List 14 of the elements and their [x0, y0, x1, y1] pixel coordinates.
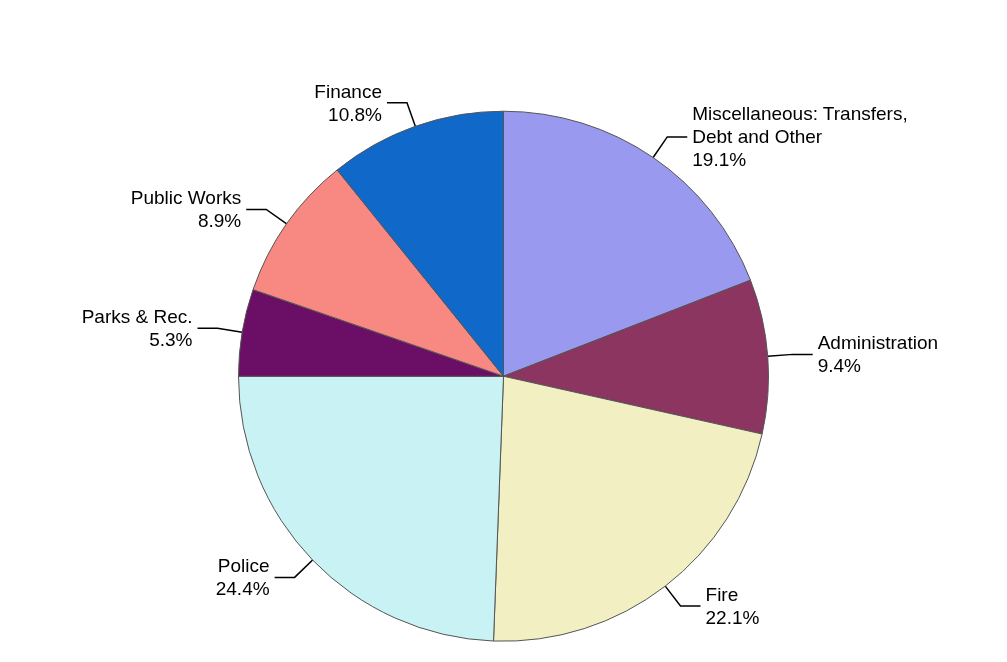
slice-label: Miscellaneous: Transfers, Debt and Other — [692, 103, 913, 148]
slice-label: Parks & Rec. — [81, 306, 193, 328]
data-label: 22.1% — [705, 606, 760, 628]
slice-label: Fire — [705, 583, 739, 605]
data-label: 9.4% — [817, 355, 862, 377]
data-label: 5.3% — [149, 329, 193, 351]
slice-label: Administration — [817, 332, 939, 354]
slice-label: Public Works — [130, 187, 242, 209]
slice-label: Finance — [314, 80, 382, 102]
data-label: 8.9% — [197, 210, 242, 232]
slice-label: Police — [217, 555, 270, 577]
data-label: 24.4% — [215, 578, 270, 600]
data-label: 10.8% — [328, 103, 383, 125]
data-label: 19.1% — [692, 149, 747, 171]
